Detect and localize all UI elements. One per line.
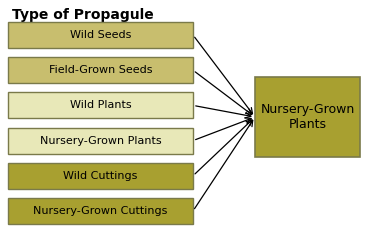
Text: Wild Cuttings: Wild Cuttings	[63, 171, 138, 181]
FancyBboxPatch shape	[8, 128, 193, 154]
Text: Wild Plants: Wild Plants	[70, 100, 131, 110]
FancyBboxPatch shape	[255, 77, 360, 157]
FancyBboxPatch shape	[8, 92, 193, 118]
Text: Nursery-Grown Plants: Nursery-Grown Plants	[40, 135, 161, 146]
FancyBboxPatch shape	[8, 163, 193, 189]
Text: Field-Grown Seeds: Field-Grown Seeds	[49, 65, 152, 75]
Text: Nursery-Grown
Plants: Nursery-Grown Plants	[261, 103, 355, 131]
FancyBboxPatch shape	[8, 57, 193, 83]
Text: Nursery-Grown Cuttings: Nursery-Grown Cuttings	[33, 206, 168, 216]
FancyBboxPatch shape	[8, 22, 193, 48]
FancyBboxPatch shape	[8, 198, 193, 224]
Text: Type of Propagule: Type of Propagule	[12, 8, 154, 22]
Text: Wild Seeds: Wild Seeds	[70, 30, 131, 40]
